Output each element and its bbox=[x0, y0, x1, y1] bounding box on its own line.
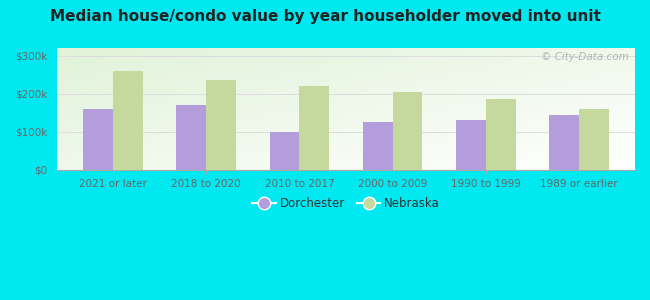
Bar bbox=[206, 80, 236, 170]
Bar bbox=[113, 71, 143, 170]
Bar bbox=[456, 120, 486, 170]
Bar bbox=[393, 92, 422, 170]
Legend: Dorchester, Nebraska: Dorchester, Nebraska bbox=[248, 193, 445, 215]
Text: © City-Data.com: © City-Data.com bbox=[541, 52, 629, 62]
Bar bbox=[300, 86, 330, 170]
Bar bbox=[549, 115, 579, 170]
Bar bbox=[270, 132, 300, 170]
Bar bbox=[486, 99, 515, 170]
Bar bbox=[83, 109, 113, 170]
Bar bbox=[363, 122, 393, 170]
Bar bbox=[176, 105, 206, 170]
Text: Median house/condo value by year householder moved into unit: Median house/condo value by year househo… bbox=[49, 9, 601, 24]
Bar bbox=[579, 109, 609, 170]
